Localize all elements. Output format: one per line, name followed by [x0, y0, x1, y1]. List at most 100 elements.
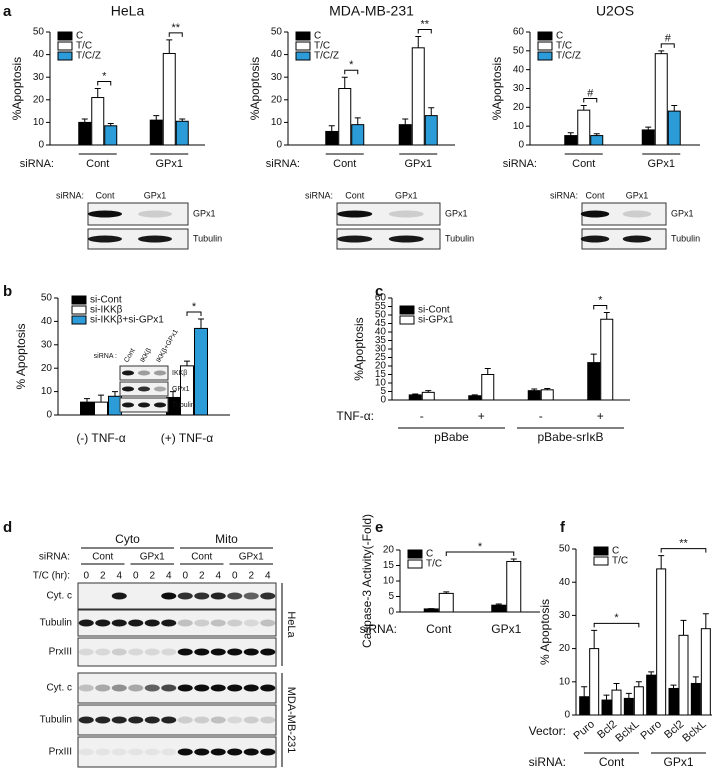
legend-label: T/C — [612, 556, 628, 567]
blot-frame — [119, 365, 169, 381]
error-bar — [680, 619, 687, 636]
blot-band — [194, 648, 210, 656]
blot-time-label: T/C (hr): — [33, 571, 70, 582]
blot-band — [177, 592, 193, 600]
y-axis-label: %Apoptosis — [10, 57, 24, 120]
significance-label: * — [349, 59, 354, 71]
bar — [577, 109, 591, 146]
panel-letter: d — [3, 519, 12, 536]
significance-bracket — [168, 32, 183, 37]
blot-band — [144, 716, 160, 724]
blot-frame — [336, 202, 441, 226]
error-bar — [354, 117, 361, 125]
error-bar — [415, 36, 422, 48]
blot-band — [95, 716, 111, 724]
x-axis-label: TNF-α: — [336, 409, 374, 423]
blot-time: 2 — [248, 571, 254, 582]
blot-band — [260, 648, 276, 656]
y-tick-label: 50 — [271, 27, 283, 38]
error-bar — [658, 555, 665, 569]
error-bar — [184, 360, 190, 366]
error-bar — [428, 107, 435, 116]
significance-label: * — [598, 294, 603, 306]
blot-time: 0 — [133, 571, 139, 582]
y-tick-label: 20 — [41, 363, 53, 374]
blot-band — [128, 748, 144, 756]
error-bar — [531, 388, 538, 391]
bar — [398, 124, 412, 146]
blot-lane: Cont — [92, 552, 113, 563]
blot-row-label: Tubulin — [40, 618, 72, 629]
blot-row-label: GPx1 — [671, 208, 694, 218]
blot-band — [194, 619, 210, 627]
blot-lane: GPx1 — [239, 552, 264, 563]
group-label: Cont — [599, 755, 625, 769]
bar — [468, 395, 482, 401]
y-tick-label: 20 — [375, 361, 387, 372]
bar — [667, 110, 681, 146]
blot-band — [88, 210, 122, 218]
blot-time: 4 — [116, 571, 122, 582]
group-label: GPx1 — [663, 755, 693, 769]
x-tick-label: GPx1 — [404, 158, 432, 170]
legend-swatch — [593, 546, 609, 556]
legend-swatch — [295, 41, 311, 51]
bar — [623, 697, 634, 716]
error-bar — [484, 368, 491, 375]
blot-band — [111, 648, 127, 656]
bar — [175, 120, 189, 146]
error-bar — [495, 603, 502, 606]
significance-bracket — [344, 69, 359, 75]
blot-band — [243, 619, 259, 627]
panel-letter: c — [375, 283, 383, 300]
legend-label: T/C/Z — [76, 51, 101, 62]
blot-lane: Cont — [95, 190, 115, 200]
blot-band — [194, 748, 210, 756]
y-tick-label: 20 — [383, 545, 395, 556]
bar — [668, 687, 679, 716]
bar — [104, 125, 118, 146]
group-label: pBabe-srIκB — [537, 430, 603, 444]
blot-band — [227, 592, 243, 600]
panel-letter: e — [375, 519, 383, 536]
x-tick-label: BclxL — [613, 718, 641, 744]
group-label: pBabe — [434, 430, 469, 444]
blot-band — [78, 716, 94, 724]
blot-section: Cyto — [115, 532, 140, 546]
bar — [149, 119, 163, 146]
blot-band — [243, 648, 259, 656]
legend-swatch — [71, 295, 87, 305]
bar — [162, 52, 176, 146]
x-tick-label: Cont — [572, 158, 595, 170]
y-tick-label: 10 — [513, 121, 525, 132]
error-bar — [81, 118, 88, 123]
blot-band — [210, 716, 226, 724]
blot-band — [210, 619, 226, 627]
blot-band — [78, 748, 94, 756]
bar — [656, 568, 667, 716]
x-tick-label: GPx1 — [155, 158, 183, 170]
blot-band — [210, 648, 226, 656]
error-bar — [510, 558, 517, 562]
y-tick-label: 35 — [375, 335, 387, 346]
error-bar — [443, 591, 450, 594]
blot-time: 0 — [83, 571, 89, 582]
y-tick-label: 5 — [380, 386, 386, 397]
error-bar — [645, 126, 652, 130]
blot-band — [194, 592, 210, 600]
x-tick-label: - — [539, 409, 543, 423]
bar — [590, 135, 604, 146]
blot-band — [128, 619, 144, 627]
blot-time: 4 — [215, 571, 221, 582]
significance-label: ** — [171, 22, 180, 34]
y-tick-label: 0 — [388, 607, 394, 618]
blot-lane: IKKβ — [139, 347, 153, 364]
x-tick-label: BclxL — [680, 718, 708, 744]
blot-row-label: GPx1 — [445, 208, 468, 218]
blot-band — [388, 235, 424, 243]
legend-label: si-GPx1 — [418, 315, 454, 326]
chart-title: MDA-MB-231 — [329, 3, 414, 19]
x-tick-label: + — [478, 409, 485, 423]
blot-frame — [77, 672, 277, 704]
blot-label: siRNA: — [56, 190, 84, 200]
